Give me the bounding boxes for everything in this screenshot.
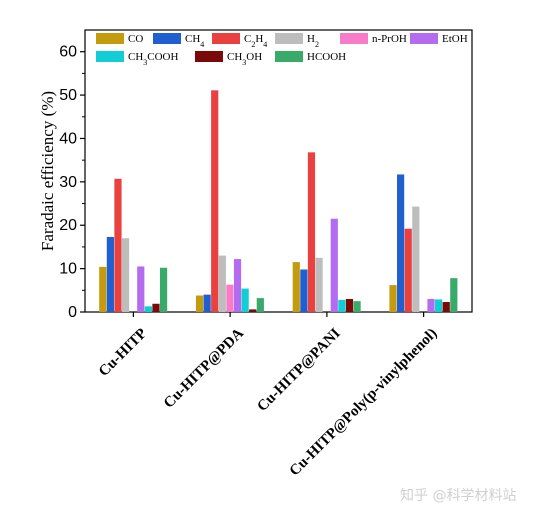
bar [121,238,130,312]
watermark: 知乎 @科学材料站 [400,487,516,504]
bar [241,288,249,312]
bar [307,152,316,312]
bar [233,259,242,312]
bar [203,294,211,312]
bar [218,255,226,312]
bar [345,298,354,312]
y-tick-label: 60 [59,44,77,61]
bar [137,266,145,312]
bar [159,267,168,312]
bar [315,257,323,312]
bar [144,306,152,312]
legend-entry: n-PrOH [372,33,407,45]
legend-swatch [153,33,181,44]
bar [152,303,160,312]
legend-swatch [275,33,303,44]
bar [450,278,458,312]
legend-entry: CH3OH [227,51,262,67]
bar [226,284,234,312]
bar [435,299,443,312]
bar [300,269,308,312]
x-category-label: Cu-HITP [96,326,150,380]
legend-swatch [96,51,124,62]
legend-entry: EtOH [442,33,468,45]
bar [249,309,257,312]
bar [256,298,264,312]
bar [353,301,361,312]
bar [397,174,405,312]
bar [404,228,412,312]
bar [338,299,346,312]
bar [114,178,122,312]
legend-entry: H2 [307,33,319,49]
legend-entry: CO [128,33,143,45]
bar [292,262,300,312]
x-category-label: Cu-HITP@PANI [254,325,343,414]
legend-swatch [212,33,240,44]
legend-entry: HCOOH [307,51,346,63]
y-tick-label: 30 [59,174,77,191]
y-tick-label: 20 [59,217,77,234]
bar [427,298,435,312]
bar [389,285,397,312]
legend-entry: CH4 [185,33,204,49]
legend-swatch [195,51,223,62]
legend-swatch [340,33,368,44]
bar [412,206,420,312]
y-tick-label: 0 [68,304,77,321]
bar [99,266,107,312]
y-axis-title: Faradaic efficiency (%) [38,91,57,251]
bar [442,302,450,312]
legend-swatch [96,33,124,44]
legend-swatch [275,51,303,62]
bar [195,295,204,312]
bar [330,218,338,312]
y-tick-label: 40 [59,130,77,147]
legend-entry: CH3COOH [128,51,179,67]
y-tick-label: 10 [59,261,77,278]
bar [106,236,114,312]
plot-frame [84,29,473,313]
legend: CO CH4 C2H4 H2 n-PrOH EtOH CH3COOH CH3OH HCOOH [96,33,468,67]
x-category-label: Cu-HITP@PDA [161,325,247,411]
plot-area: 0 10 20 30 40 50 60 Cu-HITP Cu-HITP@PDA Cu-HITP@P… [59,29,473,479]
legend-entry: C2H4 [244,33,267,49]
legend-swatch [410,33,438,44]
bar [211,90,219,312]
y-tick-label: 50 [59,87,77,104]
